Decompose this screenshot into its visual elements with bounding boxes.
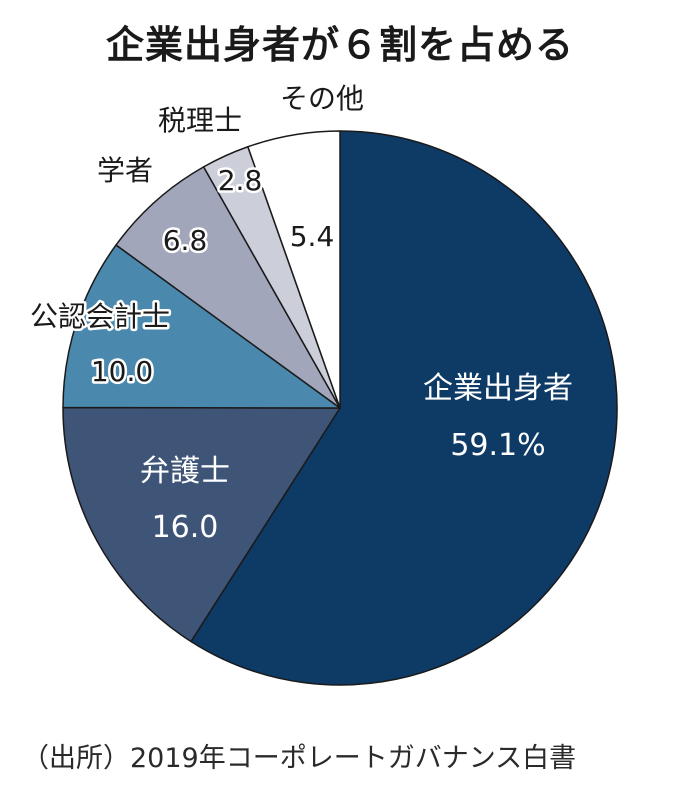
slice-value-label: 10.0 bbox=[91, 355, 153, 388]
slice-value-label: 5.4 bbox=[290, 220, 335, 253]
slice-value-label: 16.0 bbox=[152, 510, 219, 545]
slice-name-label: 学者 bbox=[97, 154, 153, 187]
slice-name-label: 公認会計士 bbox=[30, 300, 170, 333]
pie-slice bbox=[115, 166, 341, 409]
slice-value-label: 59.1% bbox=[450, 428, 545, 463]
pie-slice bbox=[190, 130, 618, 686]
pie-slice bbox=[62, 244, 341, 409]
pie-slices bbox=[62, 130, 618, 686]
pie-slice bbox=[62, 406, 341, 643]
slice-value-label: 2.8 bbox=[218, 164, 263, 197]
slice-name-label: 税理士 bbox=[158, 104, 242, 137]
pie-slice bbox=[247, 130, 341, 409]
slice-name-label: 弁護士 bbox=[140, 454, 230, 489]
chart-title: 企業出身者が６割を占める bbox=[105, 23, 574, 67]
pie-chart: 企業出身者 59.1% 弁護士 16.0 公認会計士 10.0 学者 6.8 税理士 2.8 その他… bbox=[27, 80, 618, 686]
source-note: （出所）2019年コーポレートガバナンス白書 bbox=[22, 743, 577, 774]
pie-labels: 企業出身者 59.1% 弁護士 16.0 公認会計士 10.0 学者 6.8 税理士 2.8 その他… bbox=[27, 80, 575, 548]
slice-name-label: 企業出身者 bbox=[423, 371, 573, 406]
slice-name-label: その他 bbox=[280, 82, 364, 115]
slice-value-label: 6.8 bbox=[163, 224, 208, 257]
